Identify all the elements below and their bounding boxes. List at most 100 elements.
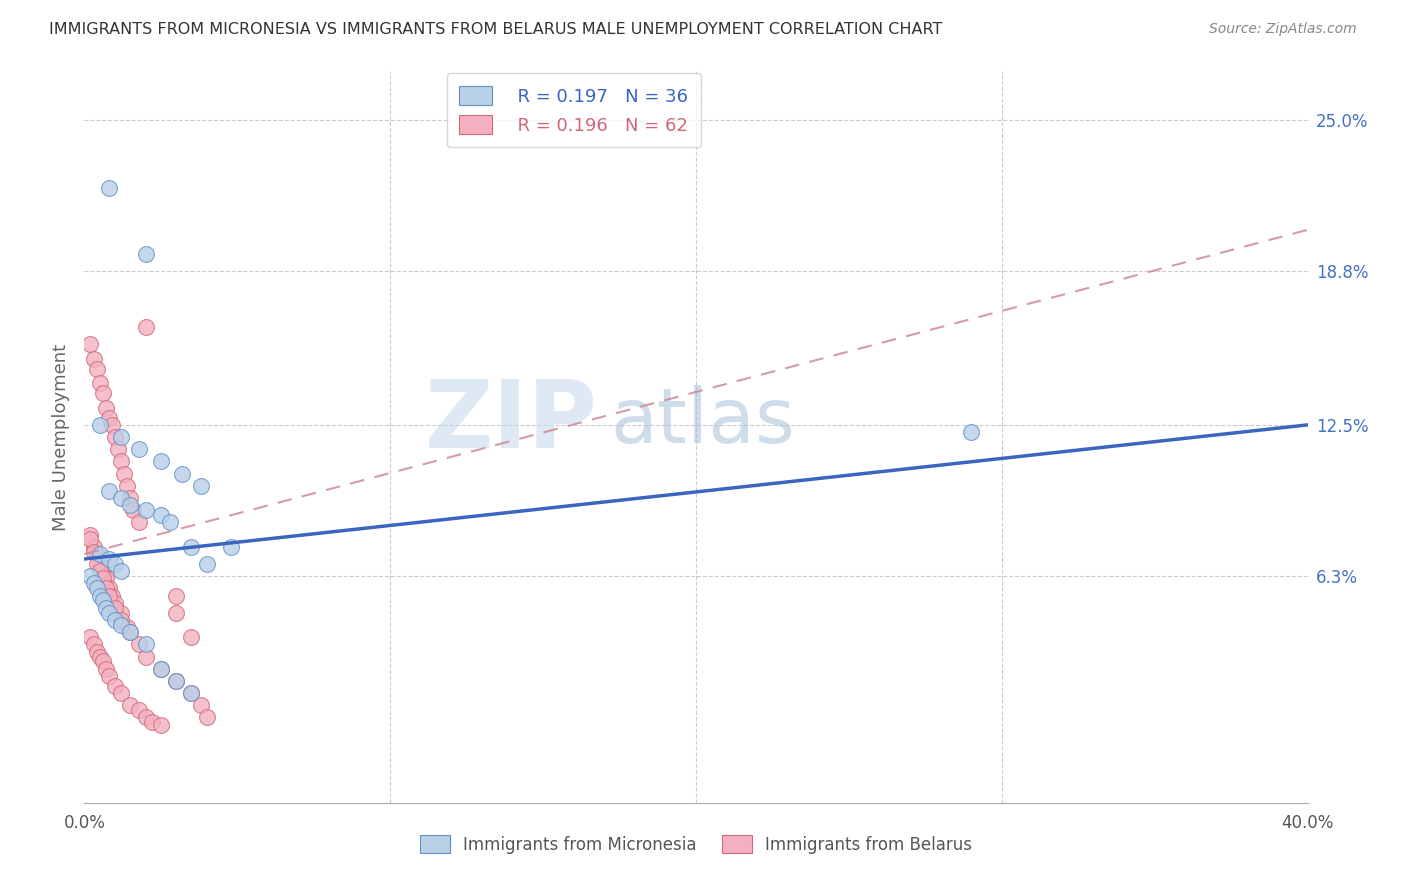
Point bbox=[165, 606, 187, 620]
Point bbox=[91, 386, 114, 401]
Point bbox=[122, 503, 145, 517]
Point bbox=[86, 547, 108, 561]
Point bbox=[83, 544, 105, 558]
Point bbox=[94, 662, 117, 676]
Point bbox=[115, 479, 138, 493]
Point bbox=[104, 557, 127, 571]
Point bbox=[149, 662, 172, 676]
Point bbox=[141, 715, 163, 730]
Point bbox=[104, 600, 127, 615]
Point bbox=[195, 710, 218, 724]
Point bbox=[120, 625, 142, 640]
Point bbox=[110, 617, 132, 632]
Point bbox=[135, 710, 157, 724]
Text: Source: ZipAtlas.com: Source: ZipAtlas.com bbox=[1209, 22, 1357, 37]
Point bbox=[120, 625, 142, 640]
Point bbox=[960, 425, 983, 440]
Point bbox=[89, 557, 111, 571]
Point bbox=[120, 499, 142, 513]
Point bbox=[180, 540, 202, 554]
Point bbox=[159, 516, 181, 530]
Point bbox=[79, 527, 101, 541]
Point bbox=[135, 320, 157, 334]
Point bbox=[104, 596, 127, 610]
Y-axis label: Male Unemployment: Male Unemployment bbox=[52, 343, 70, 531]
Point bbox=[120, 698, 142, 713]
Point bbox=[149, 662, 172, 676]
Point bbox=[83, 637, 105, 651]
Point bbox=[104, 679, 127, 693]
Point bbox=[190, 698, 212, 713]
Point bbox=[104, 430, 127, 444]
Point bbox=[195, 557, 218, 571]
Point bbox=[110, 613, 132, 627]
Point bbox=[97, 483, 120, 498]
Point bbox=[97, 410, 120, 425]
Point bbox=[97, 552, 120, 566]
Point bbox=[79, 569, 101, 583]
Text: IMMIGRANTS FROM MICRONESIA VS IMMIGRANTS FROM BELARUS MALE UNEMPLOYMENT CORRELAT: IMMIGRANTS FROM MICRONESIA VS IMMIGRANTS… bbox=[49, 22, 942, 37]
Point bbox=[79, 533, 101, 547]
Point bbox=[86, 645, 108, 659]
Point bbox=[97, 606, 120, 620]
Point bbox=[89, 376, 111, 391]
Point bbox=[149, 718, 172, 732]
Point bbox=[91, 654, 114, 668]
Point bbox=[180, 686, 202, 700]
Point bbox=[79, 337, 101, 351]
Point bbox=[89, 564, 111, 578]
Point bbox=[91, 572, 114, 586]
Point bbox=[165, 589, 187, 603]
Point bbox=[135, 503, 157, 517]
Point bbox=[97, 669, 120, 683]
Legend: Immigrants from Micronesia, Immigrants from Belarus: Immigrants from Micronesia, Immigrants f… bbox=[413, 829, 979, 860]
Point bbox=[110, 491, 132, 505]
Point bbox=[94, 600, 117, 615]
Point bbox=[149, 508, 172, 522]
Point bbox=[101, 589, 124, 603]
Point bbox=[180, 686, 202, 700]
Point bbox=[219, 540, 242, 554]
Point bbox=[94, 572, 117, 586]
Point bbox=[165, 673, 187, 688]
Point bbox=[104, 613, 127, 627]
Point bbox=[89, 417, 111, 432]
Point bbox=[128, 637, 150, 651]
Point bbox=[128, 703, 150, 717]
Point bbox=[107, 442, 129, 457]
Point bbox=[97, 181, 120, 195]
Point bbox=[97, 581, 120, 595]
Point bbox=[91, 564, 114, 578]
Point bbox=[112, 467, 135, 481]
Point bbox=[110, 606, 132, 620]
Point bbox=[128, 442, 150, 457]
Point bbox=[110, 430, 132, 444]
Point bbox=[86, 581, 108, 595]
Point bbox=[83, 352, 105, 367]
Point bbox=[97, 589, 120, 603]
Point bbox=[86, 361, 108, 376]
Point bbox=[135, 637, 157, 651]
Point bbox=[120, 491, 142, 505]
Point bbox=[128, 516, 150, 530]
Point bbox=[91, 593, 114, 607]
Point bbox=[110, 686, 132, 700]
Point bbox=[94, 581, 117, 595]
Point bbox=[135, 649, 157, 664]
Point bbox=[135, 247, 157, 261]
Point bbox=[86, 557, 108, 571]
Text: atlas: atlas bbox=[610, 385, 796, 459]
Text: ZIP: ZIP bbox=[425, 376, 598, 468]
Point bbox=[180, 630, 202, 644]
Point bbox=[101, 417, 124, 432]
Point bbox=[89, 589, 111, 603]
Point bbox=[79, 630, 101, 644]
Point bbox=[83, 576, 105, 591]
Point bbox=[165, 673, 187, 688]
Point bbox=[149, 454, 172, 468]
Point bbox=[110, 454, 132, 468]
Point bbox=[115, 620, 138, 634]
Point bbox=[89, 649, 111, 664]
Point bbox=[94, 401, 117, 415]
Point bbox=[83, 540, 105, 554]
